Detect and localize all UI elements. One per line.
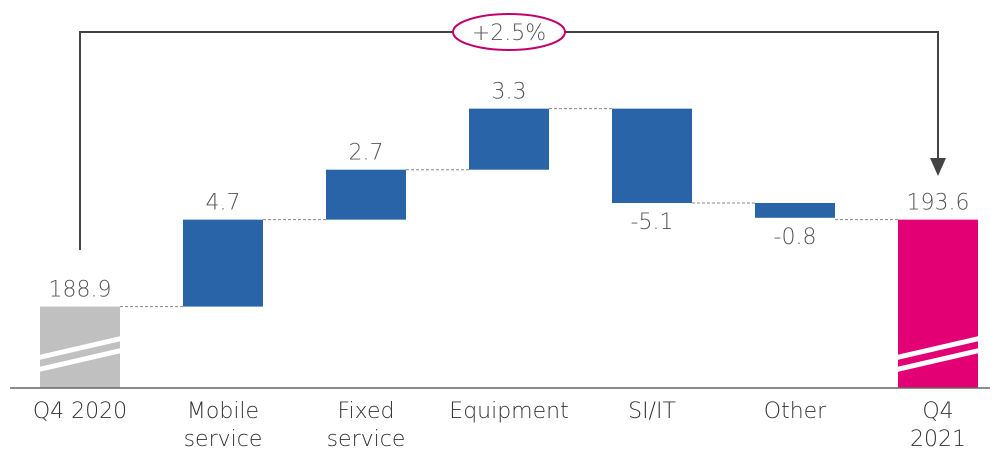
value-label: -0.8 bbox=[774, 225, 817, 250]
value-label: 2.7 bbox=[349, 141, 384, 166]
bar bbox=[755, 203, 835, 218]
bar bbox=[183, 219, 263, 307]
axis-break bbox=[27, 333, 133, 363]
x-tick-label: Equipment bbox=[449, 399, 569, 424]
annotation: +2.5% bbox=[472, 21, 546, 46]
value-label: 4.7 bbox=[206, 191, 241, 216]
x-tick-label: Fixed service bbox=[326, 399, 406, 452]
value-label: 193.6 bbox=[907, 191, 970, 216]
bar bbox=[612, 108, 692, 203]
x-tick-label: Q4 2021 bbox=[910, 399, 966, 452]
bar bbox=[898, 219, 978, 388]
arrow-head bbox=[930, 158, 946, 176]
x-tick-label: SI/IT bbox=[628, 399, 676, 424]
annotation-oval bbox=[452, 13, 566, 51]
x-tick-label: Mobile service bbox=[183, 399, 263, 452]
axis-break bbox=[885, 345, 991, 375]
x-tick-label: Other bbox=[763, 399, 827, 424]
axis-break bbox=[27, 345, 133, 375]
bar bbox=[469, 108, 549, 170]
value-label: 188.9 bbox=[49, 278, 112, 303]
bar bbox=[326, 169, 406, 220]
axis-break bbox=[885, 333, 991, 363]
x-tick-label: Q4 2020 bbox=[32, 399, 128, 424]
value-label: 3.3 bbox=[492, 80, 527, 105]
value-label: -5.1 bbox=[631, 210, 674, 235]
